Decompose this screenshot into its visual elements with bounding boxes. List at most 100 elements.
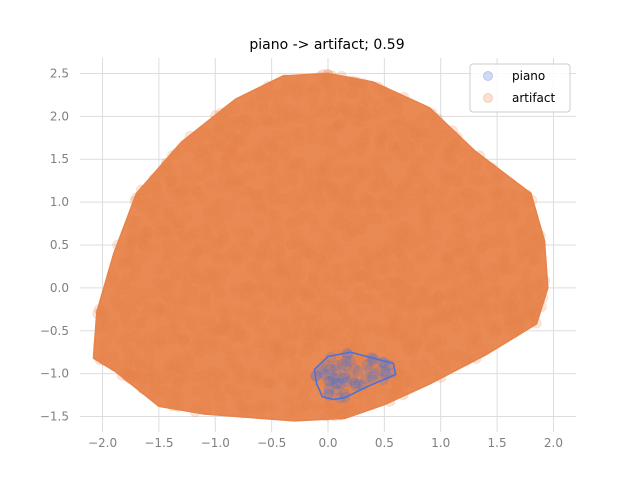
scatter-point-artifact: [341, 315, 353, 327]
scatter-point-artifact: [194, 135, 206, 147]
scatter-point-artifact: [385, 309, 397, 321]
scatter-point-artifact: [163, 207, 174, 219]
scatter-point-artifact: [330, 188, 342, 200]
scatter-point-artifact: [498, 238, 510, 250]
scatter-point-artifact: [393, 328, 404, 340]
scatter-point-artifact: [237, 400, 249, 412]
scatter-point-artifact: [257, 104, 269, 116]
scatter-point-artifact: [118, 366, 130, 378]
scatter-point-artifact: [167, 332, 179, 344]
scatter-point-artifact: [345, 164, 357, 176]
scatter-point-artifact: [300, 382, 312, 394]
scatter-point-artifact: [386, 118, 398, 130]
scatter-point-artifact: [169, 270, 181, 281]
scatter-point-artifact: [258, 142, 270, 154]
scatter-point-artifact: [451, 304, 463, 316]
scatter-point-artifact: [486, 211, 498, 223]
scatter-point-artifact: [204, 180, 216, 192]
scatter-point-artifact: [220, 106, 232, 118]
scatter-point-artifact: [177, 294, 189, 305]
scatter-point-artifact: [170, 148, 182, 159]
scatter-point-artifact: [389, 319, 401, 331]
scatter-point-artifact: [218, 324, 230, 336]
scatter-point-artifact: [345, 222, 357, 234]
scatter-point-artifact: [175, 144, 187, 156]
scatter-point-artifact: [251, 376, 263, 388]
scatter-point-artifact: [469, 287, 481, 298]
scatter-point-artifact: [156, 303, 168, 315]
scatter-point-artifact: [343, 398, 355, 410]
scatter-point-artifact: [277, 370, 289, 382]
scatter-point-artifact: [249, 94, 260, 106]
scatter-point-artifact: [492, 170, 504, 182]
scatter-point-artifact: [252, 283, 264, 295]
scatter-point-artifact: [415, 188, 427, 199]
scatter-point-artifact: [269, 89, 281, 101]
scatter-point-artifact: [268, 167, 280, 179]
scatter-point-artifact: [250, 268, 262, 280]
y-tick-label: −1.0: [40, 367, 69, 381]
scatter-point-artifact: [348, 80, 360, 91]
scatter-point-piano: [346, 374, 358, 386]
scatter-point-artifact: [125, 232, 137, 244]
scatter-point-artifact: [455, 263, 467, 275]
scatter-point-artifact: [416, 154, 427, 166]
scatter-point-artifact: [375, 341, 387, 352]
scatter-point-artifact: [259, 240, 271, 252]
scatter-point-artifact: [286, 344, 298, 356]
scatter-point-piano: [366, 371, 378, 382]
scatter-point-artifact: [504, 315, 515, 327]
scatter-point-artifact: [308, 271, 320, 283]
scatter-point-artifact: [166, 177, 178, 189]
scatter-point-artifact: [139, 240, 151, 252]
scatter-point-artifact: [418, 324, 430, 336]
scatter-point-artifact: [276, 116, 287, 128]
scatter-point-artifact: [425, 128, 436, 140]
scatter-point-artifact: [330, 373, 342, 385]
scatter-point-artifact: [453, 349, 465, 361]
scatter-point-artifact: [345, 88, 357, 100]
scatter-point-artifact: [518, 245, 530, 257]
scatter-point-artifact: [398, 150, 410, 162]
scatter-point-artifact: [422, 209, 434, 220]
scatter-point-artifact: [311, 313, 323, 325]
scatter-point-artifact: [228, 116, 240, 128]
scatter-point-artifact: [342, 405, 354, 417]
scatter-point-artifact: [264, 178, 276, 190]
scatter-point-artifact: [267, 193, 278, 205]
scatter-point-artifact: [404, 259, 416, 271]
scatter-point-artifact: [246, 260, 258, 272]
scatter-point-artifact: [194, 337, 206, 349]
scatter-point-artifact: [440, 311, 452, 323]
scatter-point-artifact: [175, 361, 187, 373]
scatter-point-artifact: [165, 295, 177, 307]
scatter-point-artifact: [409, 127, 421, 139]
scatter-point-artifact: [270, 337, 282, 349]
scatter-point-artifact: [320, 272, 332, 283]
scatter-point-artifact: [104, 326, 116, 338]
scatter-point-artifact: [523, 283, 535, 295]
scatter-point-artifact: [267, 288, 279, 300]
scatter-point-artifact: [228, 245, 240, 257]
scatter-point-artifact: [460, 308, 472, 320]
scatter-point-artifact: [218, 228, 230, 239]
scatter-point-artifact: [393, 188, 405, 200]
scatter-point-artifact: [320, 295, 332, 307]
scatter-point-artifact: [132, 368, 144, 380]
scatter-point-artifact: [356, 217, 368, 229]
scatter-point-artifact: [325, 185, 337, 197]
scatter-point-artifact: [357, 245, 369, 257]
scatter-point-artifact: [270, 225, 282, 237]
scatter-point-artifact: [362, 258, 373, 270]
scatter-point-artifact: [211, 368, 223, 379]
scatter-point-artifact: [302, 170, 314, 182]
scatter-point-artifact: [282, 83, 294, 95]
scatter-point-artifact: [294, 196, 306, 208]
scatter-point-artifact: [306, 133, 318, 145]
scatter-point-artifact: [253, 405, 265, 417]
scatter-point-artifact: [234, 135, 246, 147]
scatter-point-artifact: [301, 182, 313, 194]
scatter-point-artifact: [107, 351, 119, 363]
scatter-point-artifact: [498, 211, 510, 223]
scatter-point-artifact: [414, 131, 426, 143]
